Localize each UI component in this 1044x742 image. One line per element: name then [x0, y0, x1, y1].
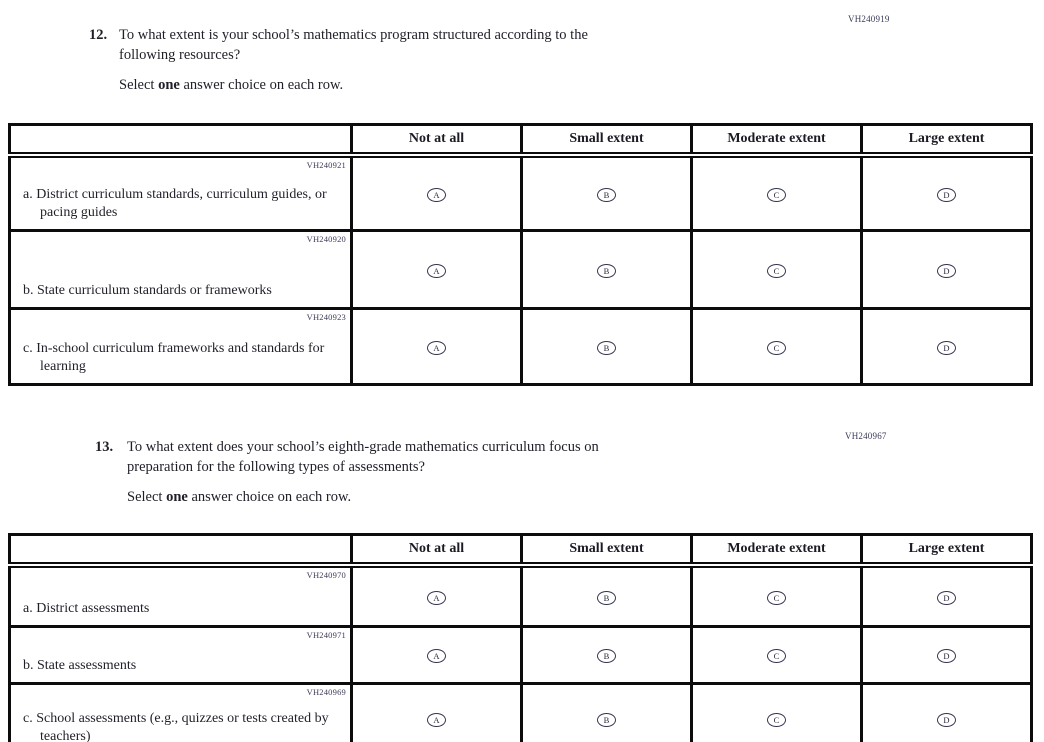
- table-row: VH240970 a. District assessments A B C D: [8, 563, 1033, 628]
- radio-option[interactable]: C: [767, 340, 786, 355]
- radio-option[interactable]: D: [937, 263, 956, 278]
- question-12-answer-table: Not at all Small extent Moderate extent …: [8, 123, 1033, 386]
- radio-option[interactable]: A: [427, 340, 446, 355]
- column-header-moderate-extent: Moderate extent: [690, 533, 863, 568]
- option-cell: A: [350, 625, 523, 685]
- radio-option[interactable]: B: [597, 713, 616, 728]
- option-cell: C: [690, 625, 863, 685]
- option-cell: C: [690, 563, 863, 628]
- question-13-accession-code: VH240967: [845, 431, 887, 441]
- row-label-cell: VH240970 a. District assessments: [8, 563, 353, 628]
- radio-option[interactable]: D: [937, 187, 956, 202]
- option-cell: A: [350, 229, 523, 310]
- radio-option[interactable]: C: [767, 187, 786, 202]
- table-row: VH240921 a. District curriculum standard…: [8, 153, 1033, 232]
- radio-option[interactable]: B: [597, 187, 616, 202]
- option-cell: D: [860, 229, 1033, 310]
- radio-option[interactable]: B: [597, 340, 616, 355]
- radio-option[interactable]: D: [937, 590, 956, 605]
- option-cell: D: [860, 682, 1033, 742]
- row-label-cell: VH240969 c. School assessments (e.g., qu…: [8, 682, 353, 742]
- item-code: VH240921: [306, 160, 346, 170]
- item-label: b. State curriculum standards or framewo…: [23, 283, 272, 298]
- option-cell: A: [350, 563, 523, 628]
- option-cell: D: [860, 153, 1033, 232]
- row-label-cell: VH240923 c. In-school curriculum framewo…: [8, 307, 353, 386]
- radio-option[interactable]: D: [937, 340, 956, 355]
- question-12: 12. To what extent is your school’s math…: [89, 25, 789, 95]
- radio-option[interactable]: B: [597, 263, 616, 278]
- option-cell: C: [690, 153, 863, 232]
- option-cell: A: [350, 307, 523, 386]
- item-code: VH240970: [306, 570, 346, 580]
- table-row: VH240923 c. In-school curriculum framewo…: [8, 307, 1033, 386]
- table-row: VH240971 b. State assessments A B C D: [8, 625, 1033, 685]
- table-row: VH240969 c. School assessments (e.g., qu…: [8, 682, 1033, 742]
- item-label: a. District curriculum standards, curric…: [23, 187, 327, 220]
- item-label: a. District assessments: [23, 601, 150, 616]
- radio-option[interactable]: C: [767, 649, 786, 664]
- option-cell: A: [350, 682, 523, 742]
- table-row: VH240920 b. State curriculum standards o…: [8, 229, 1033, 310]
- question-12-text-line1: To what extent is your school’s mathemat…: [119, 27, 588, 43]
- radio-option[interactable]: D: [937, 713, 956, 728]
- item-code: VH240923: [306, 312, 346, 322]
- column-header-not-at-all: Not at all: [350, 533, 523, 568]
- column-header-moderate-extent: Moderate extent: [690, 123, 863, 158]
- column-header-large-extent: Large extent: [860, 123, 1033, 158]
- question-13-instruction: Select one answer choice on each row.: [127, 489, 352, 505]
- table-header-row: Not at all Small extent Moderate extent …: [8, 123, 1033, 158]
- column-header-not-at-all: Not at all: [350, 123, 523, 158]
- item-label: b. State assessments: [23, 658, 137, 673]
- option-cell: C: [690, 307, 863, 386]
- option-cell: D: [860, 563, 1033, 628]
- radio-option[interactable]: C: [767, 590, 786, 605]
- option-cell: B: [520, 682, 693, 742]
- option-cell: B: [520, 153, 693, 232]
- question-13-number: 13.: [95, 439, 114, 455]
- column-header-large-extent: Large extent: [860, 533, 1033, 568]
- option-cell: B: [520, 563, 693, 628]
- table-corner-cell: [8, 533, 353, 568]
- question-12-number: 12.: [89, 27, 108, 43]
- option-cell: B: [520, 625, 693, 685]
- question-12-accession-code: VH240919: [848, 14, 890, 24]
- row-label-cell: VH240921 a. District curriculum standard…: [8, 153, 353, 232]
- radio-option[interactable]: A: [427, 713, 446, 728]
- radio-option[interactable]: D: [937, 649, 956, 664]
- column-header-small-extent: Small extent: [520, 533, 693, 568]
- item-label: c. School assessments (e.g., quizzes or …: [23, 711, 329, 742]
- item-code: VH240969: [306, 687, 346, 697]
- radio-option[interactable]: C: [767, 263, 786, 278]
- item-code: VH240920: [306, 234, 346, 244]
- row-label-cell: VH240920 b. State curriculum standards o…: [8, 229, 353, 310]
- radio-option[interactable]: B: [597, 590, 616, 605]
- table-corner-cell: [8, 123, 353, 158]
- question-13-answer-table: Not at all Small extent Moderate extent …: [8, 533, 1033, 742]
- option-cell: A: [350, 153, 523, 232]
- question-13-text-line2: preparation for the following types of a…: [127, 459, 425, 475]
- item-code: VH240971: [306, 630, 346, 640]
- question-13: 13. To what extent does your school’s ei…: [95, 437, 795, 507]
- radio-option[interactable]: C: [767, 713, 786, 728]
- radio-option[interactable]: A: [427, 263, 446, 278]
- question-13-text-line1: To what extent does your school’s eighth…: [127, 439, 599, 455]
- radio-option[interactable]: A: [427, 649, 446, 664]
- option-cell: D: [860, 307, 1033, 386]
- radio-option[interactable]: B: [597, 649, 616, 664]
- question-12-text-line2: following resources?: [119, 47, 241, 63]
- question-12-instruction: Select one answer choice on each row.: [119, 77, 344, 93]
- option-cell: C: [690, 682, 863, 742]
- option-cell: D: [860, 625, 1033, 685]
- row-label-cell: VH240971 b. State assessments: [8, 625, 353, 685]
- radio-option[interactable]: A: [427, 187, 446, 202]
- radio-option[interactable]: A: [427, 590, 446, 605]
- column-header-small-extent: Small extent: [520, 123, 693, 158]
- item-label: c. In-school curriculum frameworks and s…: [23, 341, 325, 374]
- option-cell: B: [520, 229, 693, 310]
- option-cell: B: [520, 307, 693, 386]
- option-cell: C: [690, 229, 863, 310]
- table-header-row: Not at all Small extent Moderate extent …: [8, 533, 1033, 568]
